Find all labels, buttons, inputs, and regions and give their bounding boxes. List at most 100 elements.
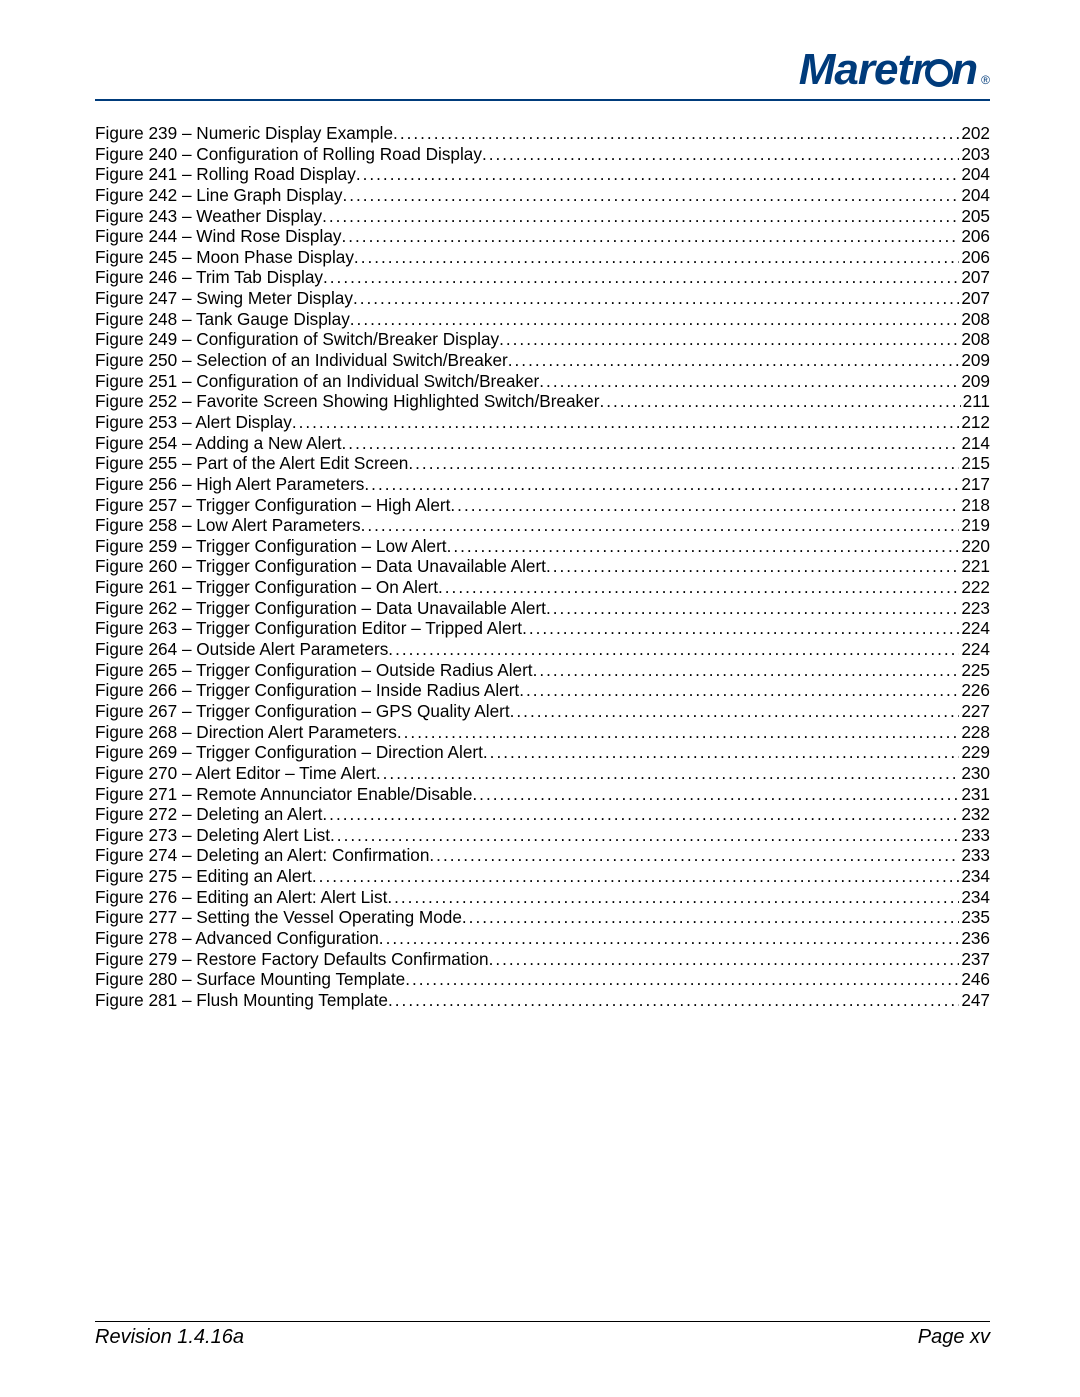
toc-entry-label: Figure 273 – Deleting Alert List [95,825,330,846]
registered-icon: ® [981,73,990,87]
toc-entry-page: 224 [959,618,990,639]
toc-row: Figure 257 – Trigger Configuration – Hig… [95,495,990,516]
toc-row: Figure 250 – Selection of an Individual … [95,350,990,371]
toc-row: Figure 279 – Restore Factory Defaults Co… [95,949,990,970]
toc-leader-dots [499,329,959,350]
toc-row: Figure 243 – Weather Display 205 [95,206,990,227]
toc-entry-page: 207 [959,288,990,309]
toc-entry-page: 221 [959,556,990,577]
toc-leader-dots [405,969,959,990]
toc-leader-dots [388,639,959,660]
toc-entry-label: Figure 245 – Moon Phase Display [95,247,354,268]
toc-entry-label: Figure 262 – Trigger Configuration – Dat… [95,598,546,619]
toc-leader-dots [438,577,959,598]
toc-entry-label: Figure 277 – Setting the Vessel Operatin… [95,907,462,928]
toc-entry-label: Figure 260 – Trigger Configuration – Dat… [95,556,546,577]
toc-leader-dots [447,536,960,557]
toc-entry-label: Figure 251 – Configuration of an Individ… [95,371,539,392]
toc-entry-page: 203 [959,144,990,165]
toc-entry-page: 209 [959,350,990,371]
toc-row: Figure 244 – Wind Rose Display206 [95,226,990,247]
toc-entry-label: Figure 244 – Wind Rose Display [95,226,341,247]
toc-entry-page: 234 [959,866,990,887]
toc-entry-page: 212 [959,412,990,433]
toc-row: Figure 266 – Trigger Configuration – Ins… [95,680,990,701]
toc-entry-label: Figure 247 – Swing Meter Display [95,288,353,309]
toc-leader-dots [322,804,959,825]
toc-row: Figure 260 – Trigger Configuration – Dat… [95,556,990,577]
toc-row: Figure 274 – Deleting an Alert: Confirma… [95,845,990,866]
toc-row: Figure 253 – Alert Display212 [95,412,990,433]
toc-row: Figure 263 – Trigger Configuration Edito… [95,618,990,639]
toc-leader-dots [353,288,959,309]
toc-row: Figure 251 – Configuration of an Individ… [95,371,990,392]
toc-entry-label: Figure 270 – Alert Editor – Time Alert [95,763,376,784]
toc-row: Figure 241 – Rolling Road Display204 [95,164,990,185]
toc-leader-dots [450,495,959,516]
toc-entry-page: 208 [959,309,990,330]
toc-leader-dots [533,660,960,681]
toc-row: Figure 265 – Trigger Configuration – Out… [95,660,990,681]
toc-row: Figure 256 – High Alert Parameters217 [95,474,990,495]
toc-row: Figure 281 – Flush Mounting Template 247 [95,990,990,1011]
toc-entry-label: Figure 258 – Low Alert Parameters [95,515,361,536]
toc-leader-dots [354,247,959,268]
toc-entry-label: Figure 266 – Trigger Configuration – Ins… [95,680,519,701]
toc-entry-label: Figure 252 – Favorite Screen Showing Hig… [95,391,599,412]
page-header: Maretr n ® [95,45,990,101]
toc-entry-page: 233 [959,845,990,866]
toc-entry-page: 224 [959,639,990,660]
page-number: Page xv [918,1326,990,1349]
toc-entry-page: 218 [959,495,990,516]
toc-row: Figure 262 – Trigger Configuration – Dat… [95,598,990,619]
toc-entry-label: Figure 248 – Tank Gauge Display [95,309,350,330]
toc-entry-page: 231 [959,784,990,805]
toc-row: Figure 254 – Adding a New Alert 214 [95,433,990,454]
toc-row: Figure 276 – Editing an Alert: Alert Lis… [95,887,990,908]
toc-entry-page: 207 [959,267,990,288]
toc-entry-page: 237 [959,949,990,970]
toc-row: Figure 245 – Moon Phase Display 206 [95,247,990,268]
toc-entry-label: Figure 281 – Flush Mounting Template [95,990,388,1011]
table-of-figures: Figure 239 – Numeric Display Example202F… [95,123,990,1011]
toc-row: Figure 280 – Surface Mounting Template 2… [95,969,990,990]
toc-leader-dots [379,928,960,949]
toc-leader-dots [508,350,960,371]
toc-entry-page: 214 [959,433,990,454]
toc-entry-page: 205 [959,206,990,227]
toc-entry-label: Figure 272 – Deleting an Alert [95,804,322,825]
toc-entry-page: 247 [959,990,990,1011]
toc-leader-dots [342,185,959,206]
toc-entry-page: 230 [959,763,990,784]
toc-entry-label: Figure 271 – Remote Annunciator Enable/D… [95,784,472,805]
logo-text-left: Maretr [799,45,928,95]
toc-leader-dots [429,845,959,866]
toc-row: Figure 271 – Remote Annunciator Enable/D… [95,784,990,805]
toc-entry-label: Figure 242 – Line Graph Display [95,185,342,206]
toc-entry-label: Figure 243 – Weather Display [95,206,322,227]
toc-leader-dots [364,474,959,495]
toc-entry-label: Figure 240 – Configuration of Rolling Ro… [95,144,482,165]
toc-row: Figure 242 – Line Graph Display 204 [95,185,990,206]
toc-entry-page: 222 [959,577,990,598]
toc-entry-page: 228 [959,722,990,743]
toc-entry-page: 225 [959,660,990,681]
logo-o-icon [925,59,953,87]
toc-row: Figure 272 – Deleting an Alert 232 [95,804,990,825]
toc-entry-label: Figure 257 – Trigger Configuration – Hig… [95,495,450,516]
toc-entry-label: Figure 274 – Deleting an Alert: Confirma… [95,845,429,866]
toc-entry-page: 236 [959,928,990,949]
logo-text-right: n [951,45,977,95]
toc-entry-page: 209 [959,371,990,392]
toc-entry-label: Figure 256 – High Alert Parameters [95,474,364,495]
toc-row: Figure 259 – Trigger Configuration – Low… [95,536,990,557]
toc-entry-label: Figure 263 – Trigger Configuration Edito… [95,618,522,639]
toc-entry-label: Figure 250 – Selection of an Individual … [95,350,508,371]
toc-entry-page: 232 [959,804,990,825]
toc-leader-dots [393,123,959,144]
toc-row: Figure 273 – Deleting Alert List233 [95,825,990,846]
toc-entry-page: 215 [959,453,990,474]
maretron-logo: Maretr n ® [799,45,990,95]
toc-leader-dots [472,784,959,805]
toc-leader-dots [330,825,959,846]
